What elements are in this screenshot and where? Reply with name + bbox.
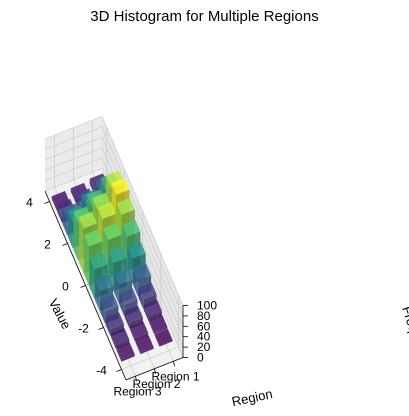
bar-face-front [154, 326, 168, 334]
bar [130, 321, 149, 342]
bar-face-side [119, 293, 125, 317]
y-tick-label: Region 3 [113, 384, 161, 398]
bar-face-top [127, 241, 146, 259]
z-tick-label: 60 [197, 319, 211, 333]
y-tick-mark [154, 368, 156, 374]
bar-face-top [143, 299, 162, 317]
bar-face-side [57, 204, 62, 223]
bar-face-side [124, 311, 130, 329]
y-tick-mark [173, 361, 175, 367]
bar [143, 299, 162, 322]
z-tick-label: 40 [197, 330, 211, 344]
bar-face-top [154, 328, 173, 346]
bar-face-side [84, 234, 89, 286]
bar-face-top [119, 288, 138, 305]
z-tick-label: 100 [197, 299, 217, 313]
bar-face-front [121, 354, 135, 362]
bar-face-side [105, 317, 111, 337]
bar-face-side [78, 217, 84, 274]
bar-face-side [73, 211, 79, 261]
bar [154, 328, 173, 347]
bar-face-top [105, 312, 124, 330]
bar-face-side [143, 304, 149, 322]
grid-line-z [44, 126, 184, 317]
bar-face-top [116, 197, 135, 215]
bar-face-side [149, 320, 154, 334]
grid-line-z [44, 136, 184, 327]
bar-face-side [67, 210, 73, 249]
bar-face-top [78, 211, 97, 229]
bar [116, 342, 135, 362]
bar-face-top [130, 321, 149, 339]
bar-face-side [94, 279, 100, 312]
x-tick-label: 4 [26, 196, 33, 210]
z-axis-label: Frequency [399, 304, 409, 368]
bar-face-front [135, 333, 149, 342]
bar-face-top [103, 223, 122, 240]
bar-face-top [94, 274, 114, 292]
x-tick-mark [62, 243, 68, 246]
x-tick-label: -2 [78, 322, 89, 336]
chart-title: 3D Histogram for Multiple Regions [90, 8, 319, 25]
bar-face-top [122, 219, 141, 237]
grid-line-z [44, 157, 184, 348]
bar-face-top [113, 268, 133, 285]
bar-face-front [148, 310, 162, 322]
bar-face-side [130, 326, 135, 342]
bar-face-top [124, 305, 143, 323]
x-tick-mark [44, 201, 50, 204]
x-tick-mark [80, 285, 86, 288]
grid-line-z [44, 115, 184, 306]
bar-face-top [111, 328, 130, 345]
x-tick-label: 2 [44, 238, 51, 252]
bar-face-top [89, 252, 108, 270]
z-tick-label: 20 [197, 340, 211, 354]
bar-face-side [62, 208, 68, 236]
bar-face-top [116, 342, 135, 360]
y-tick-mark [135, 376, 137, 382]
bar-face-side [113, 273, 119, 304]
grid-line-z [44, 147, 184, 337]
bar-face-top [111, 178, 130, 195]
bar-face-top [135, 335, 154, 353]
bar-face-top [138, 282, 157, 300]
bar-face-top [97, 202, 116, 220]
bar-face-side [100, 299, 106, 324]
bar-face-top [100, 294, 119, 312]
x-tick-mark [98, 327, 104, 330]
bar-face-side [70, 188, 76, 203]
bar-face-top [84, 229, 103, 247]
bar-face-side [138, 287, 144, 309]
bar-face-side [89, 257, 95, 299]
z-tick-label: 80 [197, 309, 211, 323]
y-tick-label: Region 1 [151, 369, 199, 383]
bar [149, 315, 168, 334]
bar-face-side [116, 347, 122, 362]
bar-face-top [108, 246, 127, 263]
bar-face-top [132, 263, 152, 281]
bar [135, 335, 154, 355]
bar-face-side [111, 333, 116, 349]
bar-face-side [135, 340, 141, 355]
bar-face-front [140, 347, 154, 355]
x-tick-label: -4 [96, 364, 107, 378]
bar-face-front [159, 340, 173, 347]
y-tick-label: Region 2 [132, 377, 180, 391]
y-axis-label: Region [230, 386, 273, 409]
x-axis-label: Value [46, 296, 74, 332]
bar-face-front [116, 339, 130, 349]
bar-face-side [51, 196, 57, 211]
bar-face-side [132, 269, 138, 297]
x-tick-mark [116, 369, 122, 372]
bar-face-top [149, 315, 168, 332]
bar-face-side [154, 334, 160, 347]
x-tick-label: 0 [62, 280, 69, 294]
z-tick-label: 0 [197, 351, 204, 365]
bar [111, 328, 130, 349]
bars [51, 170, 173, 362]
